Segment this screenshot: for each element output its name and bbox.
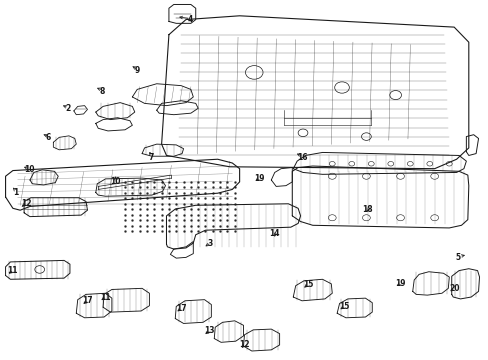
Polygon shape (5, 260, 70, 279)
Polygon shape (170, 242, 193, 258)
Polygon shape (5, 159, 239, 210)
Text: 15: 15 (302, 280, 312, 289)
Text: 2: 2 (65, 104, 70, 113)
Text: 15: 15 (339, 302, 349, 311)
Polygon shape (161, 16, 468, 169)
Polygon shape (74, 105, 87, 115)
Text: 17: 17 (176, 304, 186, 313)
Text: 9: 9 (134, 66, 140, 75)
Polygon shape (466, 135, 478, 156)
Polygon shape (451, 269, 479, 299)
Polygon shape (53, 136, 76, 150)
Text: 8: 8 (99, 87, 104, 96)
Text: 12: 12 (21, 199, 31, 208)
Polygon shape (243, 329, 279, 351)
Polygon shape (166, 204, 300, 249)
Polygon shape (76, 293, 112, 318)
Text: 10: 10 (110, 177, 120, 186)
Text: 7: 7 (148, 153, 153, 162)
Polygon shape (292, 166, 468, 228)
Polygon shape (103, 288, 149, 312)
Polygon shape (214, 321, 243, 342)
Text: 14: 14 (269, 229, 280, 238)
Text: 4: 4 (187, 15, 192, 24)
Text: 3: 3 (207, 239, 213, 248)
Text: 17: 17 (82, 296, 93, 305)
Polygon shape (293, 279, 331, 301)
Text: 18: 18 (361, 204, 372, 213)
Text: 12: 12 (239, 341, 249, 350)
Polygon shape (293, 152, 466, 174)
Polygon shape (30, 170, 58, 185)
Text: 20: 20 (448, 284, 459, 293)
Polygon shape (168, 4, 195, 23)
Text: 5: 5 (455, 253, 460, 262)
Polygon shape (157, 101, 198, 115)
Text: 11: 11 (8, 266, 18, 275)
Polygon shape (132, 84, 193, 105)
Text: 10: 10 (24, 165, 34, 174)
Text: 13: 13 (203, 327, 214, 336)
Polygon shape (175, 300, 211, 323)
Polygon shape (96, 118, 132, 131)
Polygon shape (96, 103, 135, 120)
Polygon shape (336, 298, 371, 318)
Text: 19: 19 (394, 279, 405, 288)
Text: 19: 19 (253, 174, 264, 183)
Polygon shape (142, 144, 183, 156)
Polygon shape (96, 178, 165, 196)
Polygon shape (412, 272, 448, 295)
Text: 1: 1 (13, 188, 18, 197)
Polygon shape (271, 167, 292, 186)
Text: 11: 11 (100, 293, 111, 302)
Text: 6: 6 (46, 133, 51, 142)
Polygon shape (24, 198, 87, 217)
Text: 16: 16 (296, 153, 306, 162)
